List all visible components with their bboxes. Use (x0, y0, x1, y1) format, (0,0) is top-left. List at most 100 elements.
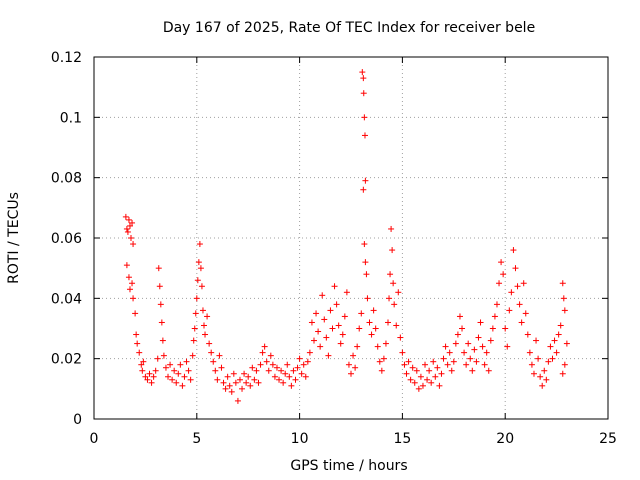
data-point (413, 367, 420, 374)
data-point (448, 367, 455, 374)
data-point (189, 352, 196, 359)
data-point (518, 319, 525, 326)
data-point (222, 385, 229, 392)
data-point (197, 265, 204, 272)
data-point (196, 241, 203, 248)
data-point (341, 313, 348, 320)
data-point (415, 385, 422, 392)
data-point (483, 349, 490, 356)
data-point (361, 241, 368, 248)
data-point (374, 343, 381, 350)
data-point (263, 358, 270, 365)
data-point (267, 352, 274, 359)
data-point (122, 213, 129, 220)
data-point (537, 373, 544, 380)
data-point (239, 385, 246, 392)
data-point (533, 337, 540, 344)
data-point (387, 271, 394, 278)
x-tick-label: 0 (90, 431, 99, 447)
data-point (407, 376, 414, 383)
data-point (139, 367, 146, 374)
data-point (348, 370, 354, 377)
data-point (452, 340, 459, 347)
data-point (461, 349, 468, 356)
data-point (493, 301, 500, 308)
data-point (440, 355, 447, 362)
x-tick-label: 10 (291, 431, 309, 447)
data-point (171, 367, 178, 374)
data-point (360, 186, 367, 193)
data-point (386, 295, 393, 302)
data-point (134, 340, 141, 347)
data-point (241, 370, 248, 377)
data-point (343, 289, 350, 296)
data-point (185, 367, 192, 374)
data-point (136, 349, 143, 356)
data-point (236, 376, 243, 383)
data-point (245, 373, 252, 380)
data-point (465, 340, 472, 347)
data-point (535, 355, 542, 362)
data-point (315, 328, 322, 335)
data-point (350, 352, 357, 359)
x-tick-label: 25 (599, 431, 617, 447)
data-point (190, 337, 197, 344)
data-point (405, 358, 412, 365)
data-point (411, 379, 418, 386)
data-point (253, 367, 260, 374)
data-point (477, 319, 484, 326)
data-point (446, 349, 453, 356)
data-point (199, 307, 206, 314)
data-point (276, 376, 283, 383)
data-point (183, 358, 190, 365)
data-point (162, 364, 169, 371)
data-point (232, 379, 239, 386)
y-axis: 0 0.02 0.04 0.06 0.08 0.1 0.12 (51, 50, 608, 428)
data-point (226, 382, 233, 389)
data-point (363, 271, 370, 278)
data-point (144, 376, 151, 383)
data-point (526, 349, 533, 356)
data-point (181, 373, 188, 380)
data-point (198, 283, 205, 290)
data-point (380, 355, 387, 362)
data-point (288, 382, 295, 389)
data-point (555, 331, 562, 338)
data-point (539, 382, 546, 389)
data-point (261, 343, 268, 350)
data-point (430, 358, 437, 365)
x-axis: 0 5 10 15 20 25 (90, 57, 617, 447)
x-tick-label: 15 (393, 431, 411, 447)
data-point (218, 364, 225, 371)
data-point (165, 373, 172, 380)
data-point (530, 370, 537, 377)
data-point (450, 358, 457, 365)
data-point (510, 247, 517, 254)
y-tick-label: 0.12 (51, 50, 82, 66)
data-point (471, 346, 478, 353)
data-point (520, 280, 527, 287)
data-point (409, 364, 416, 371)
data-point (129, 280, 136, 287)
data-point (327, 307, 334, 314)
data-point (290, 367, 297, 374)
data-point (129, 219, 136, 226)
data-point (255, 379, 262, 386)
data-point (502, 325, 509, 332)
data-point (434, 364, 441, 371)
data-point (325, 352, 332, 359)
data-point (362, 259, 369, 266)
data-point (150, 373, 157, 380)
data-point (506, 307, 513, 314)
data-point (125, 216, 132, 223)
data-point (395, 289, 402, 296)
data-point (124, 228, 131, 235)
data-point (310, 337, 317, 344)
data-point (456, 313, 463, 320)
data-point (214, 376, 221, 383)
data-point (286, 373, 293, 380)
data-point (128, 235, 135, 241)
data-point (177, 361, 184, 368)
data-point (140, 358, 147, 365)
data-point (138, 361, 145, 368)
